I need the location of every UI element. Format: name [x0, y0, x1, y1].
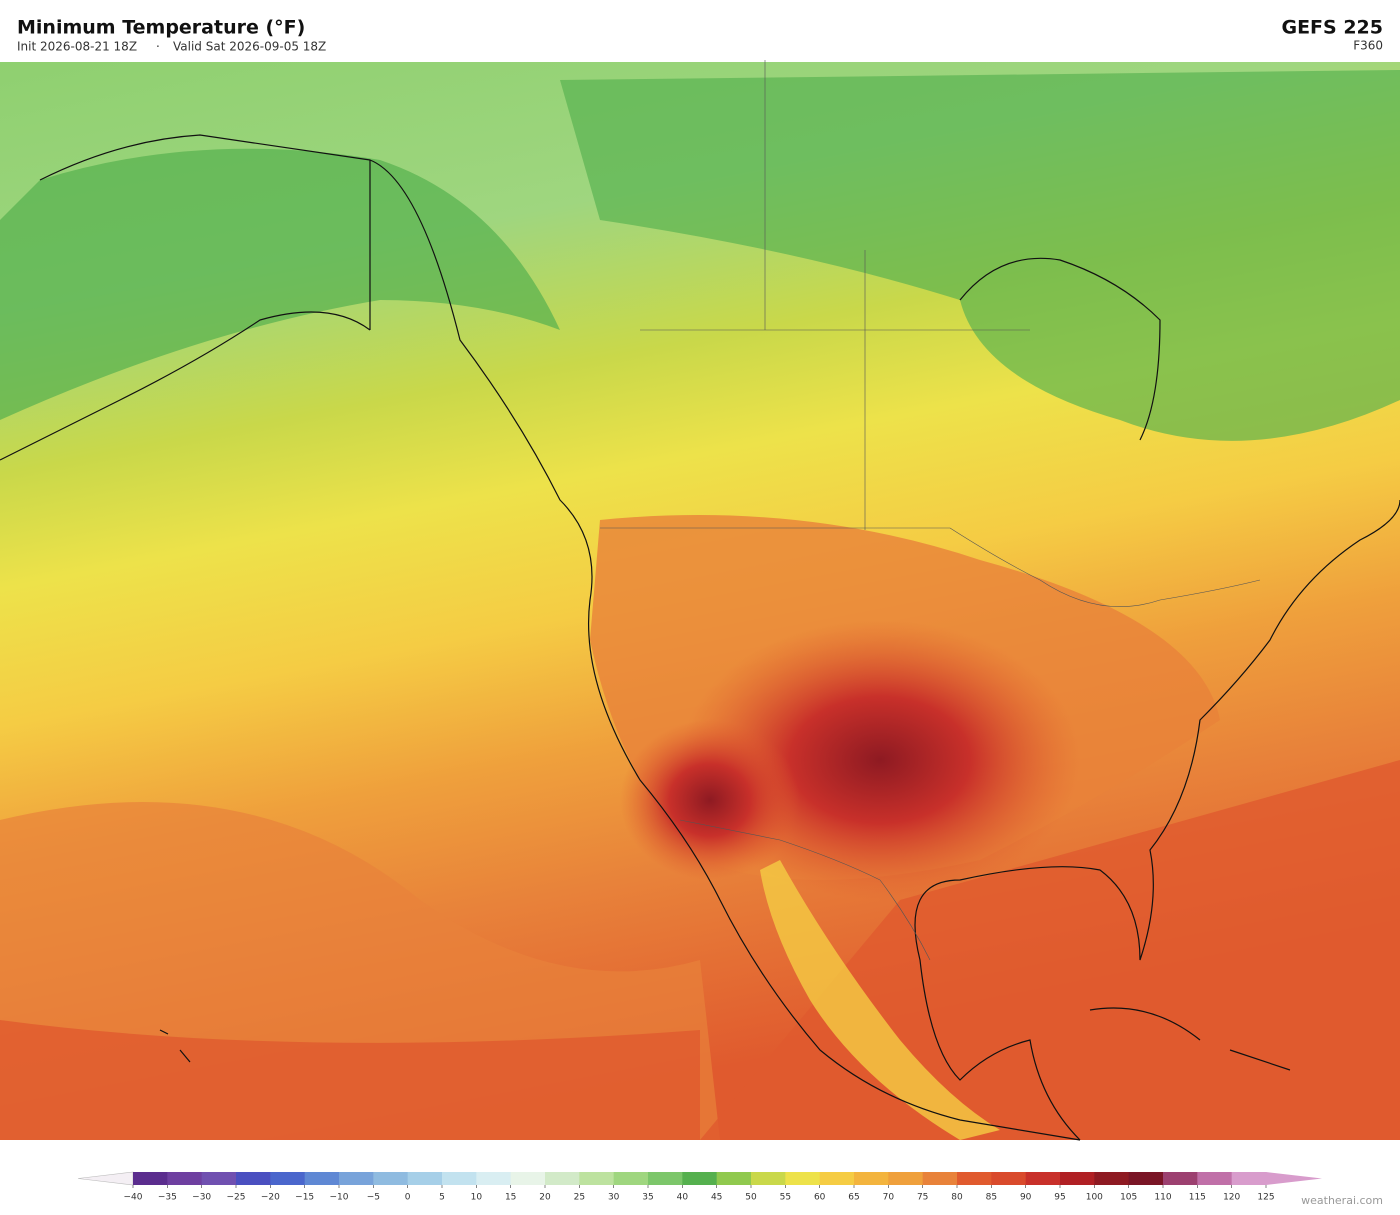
colorbar-segment [201, 1172, 237, 1185]
colorbar-tick-label: 85 [986, 1193, 997, 1203]
colorbar-segment [304, 1172, 340, 1185]
forecast-hour: F360 [1353, 39, 1383, 53]
colorbar-tick-label: 40 [677, 1193, 689, 1203]
title: Minimum Temperature (°F) [17, 17, 305, 39]
colorbar-segment [373, 1172, 409, 1185]
field-band [0, 148, 560, 420]
colorbar-segment [682, 1172, 718, 1185]
colorbar-tick-label: 125 [1257, 1193, 1274, 1203]
colorbar-segment [1231, 1172, 1267, 1185]
colorbar-segment [1197, 1172, 1233, 1185]
coastlines [0, 134, 1400, 1141]
colorbar-tick-label: 0 [405, 1193, 411, 1203]
colorbar-segment [1163, 1172, 1198, 1185]
colorbar-tick-label: 15 [505, 1193, 516, 1203]
colorbar-segment [476, 1172, 512, 1185]
colorbar-tick-label: 60 [814, 1193, 826, 1203]
colorbar-tick-label: 50 [745, 1193, 757, 1203]
colorbar-tick-label: 45 [711, 1193, 722, 1203]
colorbar-tick-label: 10 [471, 1193, 483, 1203]
field-band [620, 720, 800, 880]
colorbar-tick-label: 30 [608, 1193, 620, 1203]
colorbar-segment [648, 1172, 683, 1185]
colorbar-tick-label: 25 [574, 1193, 585, 1203]
colorbar-tick-label: 65 [848, 1193, 859, 1203]
colorbar-tick-label: −25 [227, 1193, 246, 1203]
borders [600, 60, 1261, 961]
colorbar-tick-label: −10 [330, 1193, 349, 1203]
colorbar-tick-label: 110 [1154, 1193, 1171, 1203]
colorbar-segment [545, 1172, 580, 1185]
colorbar-tick-label: 80 [951, 1193, 963, 1203]
colorbar-segment [1060, 1172, 1095, 1185]
colorbar-segment [407, 1172, 443, 1185]
colorbar-segment [785, 1172, 821, 1185]
field-band [560, 70, 1400, 441]
colorbar: −40 −35 −30 −25 −20 −15 −10 −5 0 5 10 15 20 25 30 35 40 4… [77, 1171, 1322, 1203]
colorbar-segment [270, 1172, 306, 1185]
colorbar-tick-label: −40 [124, 1193, 143, 1203]
colorbar-tick-label: −5 [367, 1193, 380, 1203]
field-band [760, 860, 1000, 1140]
colorbar-segment [751, 1172, 786, 1185]
colorbar-tick-label: −15 [295, 1193, 314, 1203]
colorbar-tick-label: 20 [539, 1193, 551, 1203]
colorbar-segment [442, 1172, 477, 1185]
valid-time: Valid Sat 2026-09-05 18Z [173, 40, 326, 54]
colorbar-tick-label: 90 [1020, 1193, 1032, 1203]
model: GEFS 225 [1281, 17, 1383, 39]
colorbar-segment [579, 1172, 615, 1185]
colorbar-segment [1094, 1172, 1130, 1185]
colorbar-segment [991, 1172, 1027, 1185]
colorbar-segment [1025, 1172, 1061, 1185]
map [0, 60, 1400, 1141]
field-band [0, 1020, 700, 1140]
header: Minimum Temperature (°F) Init 2026-08-21… [17, 17, 1383, 54]
colorbar-tick-label: 100 [1086, 1193, 1103, 1203]
colorbar-segment [167, 1172, 203, 1185]
colorbar-tick-label: 105 [1120, 1193, 1137, 1203]
colorbar-tick-label: 95 [1054, 1193, 1065, 1203]
colorbar-tick-label: 120 [1223, 1193, 1240, 1203]
colorbar-segment [236, 1172, 271, 1185]
colorbar-segment [888, 1172, 924, 1185]
colorbar-tick-label: −30 [192, 1193, 211, 1203]
colorbar-segment [957, 1172, 992, 1185]
colorbar-segment [1128, 1172, 1164, 1185]
colorbar-segment [854, 1172, 889, 1185]
colorbar-tick-label: 75 [917, 1193, 928, 1203]
colorbar-segment [819, 1172, 855, 1185]
colorbar-tick-label: 115 [1189, 1193, 1206, 1203]
colorbar-tick-label: 55 [780, 1193, 791, 1203]
colorbar-tick-label: −35 [158, 1193, 177, 1203]
colorbar-tick-label: 35 [642, 1193, 653, 1203]
colorbar-segment [922, 1172, 958, 1185]
colorbar-over [1266, 1172, 1322, 1185]
colorbar-segment [510, 1172, 546, 1185]
colorbar-segment [613, 1172, 649, 1185]
colorbar-segment [339, 1172, 374, 1185]
separator: · [156, 40, 160, 54]
colorbar-tick-label: −20 [261, 1193, 280, 1203]
colorbar-segment [716, 1172, 752, 1185]
watermark: weatherai.com [1301, 1194, 1383, 1207]
colorbar-under [77, 1171, 134, 1186]
init-time: Init 2026-08-21 18Z [17, 40, 137, 54]
colorbar-segment [133, 1172, 168, 1185]
colorbar-tick-label: 70 [883, 1193, 895, 1203]
colorbar-tick-label: 5 [439, 1193, 445, 1203]
